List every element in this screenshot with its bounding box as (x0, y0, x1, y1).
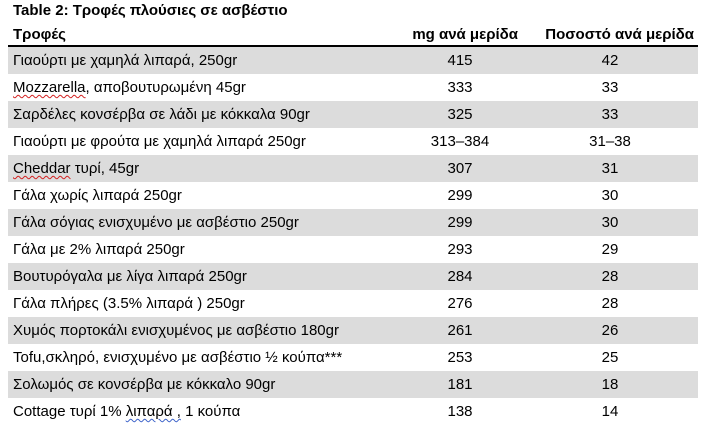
food-cell: Γάλα πλήρες (3.5% λιπαρά ) 250gr (8, 290, 398, 317)
table-row: Cottage τυρί 1% λιπαρά , 1 κούπα 138 14 (8, 398, 698, 425)
calcium-foods-table: Τροφές mg ανά μερίδα Ποσοστό ανά μερίδα … (8, 23, 698, 425)
mg-cell: 325 (398, 101, 522, 128)
food-cell: Mozzarella, αποβουτυρωμένη 45gr (8, 74, 398, 101)
table-header-row: Τροφές mg ανά μερίδα Ποσοστό ανά μερίδα (8, 23, 698, 47)
table-row: Cheddar τυρί, 45gr 307 31 (8, 155, 698, 182)
spellcheck-marked-text: Mozzarella (13, 79, 86, 96)
mg-cell: 261 (398, 317, 522, 344)
table-row: Γάλα πλήρες (3.5% λιπαρά ) 250gr 276 28 (8, 290, 698, 317)
percent-cell: 33 (601, 79, 619, 96)
mg-cell: 253 (447, 349, 473, 366)
table-body: Γιαούρτι με χαμηλά λιπαρά, 250gr 415 42 Moz… (8, 46, 698, 425)
percent-cell: 28 (601, 295, 619, 312)
percent-cell: 28 (522, 263, 698, 290)
percent-cell: 30 (601, 187, 619, 204)
percent-cell: 31–38 (589, 133, 631, 150)
percent-cell: 33 (522, 101, 698, 128)
header-mg-per-serving: mg ανά μερίδα (398, 23, 522, 47)
table-row: Tofu,σκληρό, ενισχυμένο με ασβέστιο ½ κο… (8, 344, 698, 371)
food-cell: Σολωμός σε κονσέρβα με κόκκαλο 90gr (8, 371, 398, 398)
percent-cell: 26 (522, 317, 698, 344)
percent-cell: 25 (601, 349, 619, 366)
table-row: Σολωμός σε κονσέρβα με κόκκαλο 90gr 181 18 (8, 371, 698, 398)
percent-cell: 30 (522, 209, 698, 236)
food-cell: Γιαούρτι με χαμηλά λιπαρά, 250gr (8, 46, 398, 74)
food-text: Γάλα χωρίς λιπαρά 250gr (13, 187, 182, 204)
food-cell: Γιαούρτι με φρούτα με χαμηλά λιπαρά 250g… (8, 128, 398, 155)
food-text: Γάλα σόγιας ενισχυμένο με ασβέστιο 250gr (13, 214, 299, 231)
food-text: Σαρδέλες κονσέρβα σε λάδι με κόκκαλα 90g… (13, 106, 310, 123)
food-text-suffix: τυρί, 45gr (70, 160, 140, 177)
header-food: Τροφές (8, 23, 398, 47)
mg-cell: 284 (398, 263, 522, 290)
food-cell: Σαρδέλες κονσέρβα σε λάδι με κόκκαλα 90g… (8, 101, 398, 128)
food-text: Tofu,σκληρό, ενισχυμένο με ασβέστιο ½ κο… (13, 349, 343, 366)
mg-cell: 276 (447, 295, 473, 312)
mg-cell: 313–384 (430, 133, 490, 150)
table-row: Γάλα χωρίς λιπαρά 250gr 299 30 (8, 182, 698, 209)
mg-cell: 333 (447, 79, 473, 96)
spellcheck-marked-text: Cheddar (13, 160, 71, 177)
percent-cell: 14 (601, 403, 619, 420)
spellcheck-marked-text: λιπαρά , (125, 403, 181, 420)
food-text: Σολωμός σε κονσέρβα με κόκκαλο 90gr (13, 376, 276, 393)
food-text: Χυμός πορτοκάλι ενισχυμένος με ασβέστιο … (13, 322, 339, 339)
food-text: Γιαούρτι με φρούτα με χαμηλά λιπαρά 250g… (13, 133, 306, 150)
table-row: Γάλα με 2% λιπαρά 250gr 293 29 (8, 236, 698, 263)
food-text: Cottage τυρί 1% (13, 403, 126, 420)
table-row: Σαρδέλες κονσέρβα σε λάδι με κόκκαλα 90g… (8, 101, 698, 128)
food-cell: Βουτυρόγαλα με λίγα λιπαρά 250gr (8, 263, 398, 290)
mg-cell: 299 (398, 209, 522, 236)
table-title: Table 2: Τροφές πλούσιες σε ασβέστιο (13, 2, 288, 19)
percent-cell: 31 (522, 155, 698, 182)
food-text: Γάλα πλήρες (3.5% λιπαρά ) 250gr (13, 295, 245, 312)
percent-cell: 29 (601, 241, 619, 258)
table-row: Γιαούρτι με χαμηλά λιπαρά, 250gr 415 42 (8, 46, 698, 74)
food-text-suffix: 1 κούπα (180, 403, 241, 420)
food-text: Βουτυρόγαλα με λίγα λιπαρά 250gr (13, 268, 247, 285)
table-row: Mozzarella, αποβουτυρωμένη 45gr 333 33 (8, 74, 698, 101)
food-text: Γάλα με 2% λιπαρά 250gr (13, 241, 185, 258)
mg-cell: 299 (447, 187, 473, 204)
table-row: Βουτυρόγαλα με λίγα λιπαρά 250gr 284 28 (8, 263, 698, 290)
food-cell: Tofu,σκληρό, ενισχυμένο με ασβέστιο ½ κο… (8, 344, 398, 371)
table-row: Γιαούρτι με φρούτα με χαμηλά λιπαρά 250g… (8, 128, 698, 155)
mg-cell: 293 (447, 241, 473, 258)
food-cell: Cheddar τυρί, 45gr (8, 155, 398, 182)
percent-cell: 42 (522, 46, 698, 74)
food-cell: Γάλα χωρίς λιπαρά 250gr (8, 182, 398, 209)
food-cell: Γάλα σόγιας ενισχυμένο με ασβέστιο 250gr (8, 209, 398, 236)
mg-cell: 307 (398, 155, 522, 182)
food-cell: Cottage τυρί 1% λιπαρά , 1 κούπα (8, 398, 398, 425)
mg-cell: 138 (447, 403, 473, 420)
food-text-suffix: , αποβουτυρωμένη 45gr (85, 79, 246, 96)
table-row: Χυμός πορτοκάλι ενισχυμένος με ασβέστιο … (8, 317, 698, 344)
percent-cell: 18 (522, 371, 698, 398)
mg-cell: 181 (398, 371, 522, 398)
header-percent-per-serving: Ποσοστό ανά μερίδα (522, 23, 698, 47)
table-row: Γάλα σόγιας ενισχυμένο με ασβέστιο 250gr… (8, 209, 698, 236)
mg-cell: 415 (398, 46, 522, 74)
food-text: Γιαούρτι με χαμηλά λιπαρά, 250gr (13, 52, 238, 69)
food-cell: Χυμός πορτοκάλι ενισχυμένος με ασβέστιο … (8, 317, 398, 344)
food-cell: Γάλα με 2% λιπαρά 250gr (8, 236, 398, 263)
